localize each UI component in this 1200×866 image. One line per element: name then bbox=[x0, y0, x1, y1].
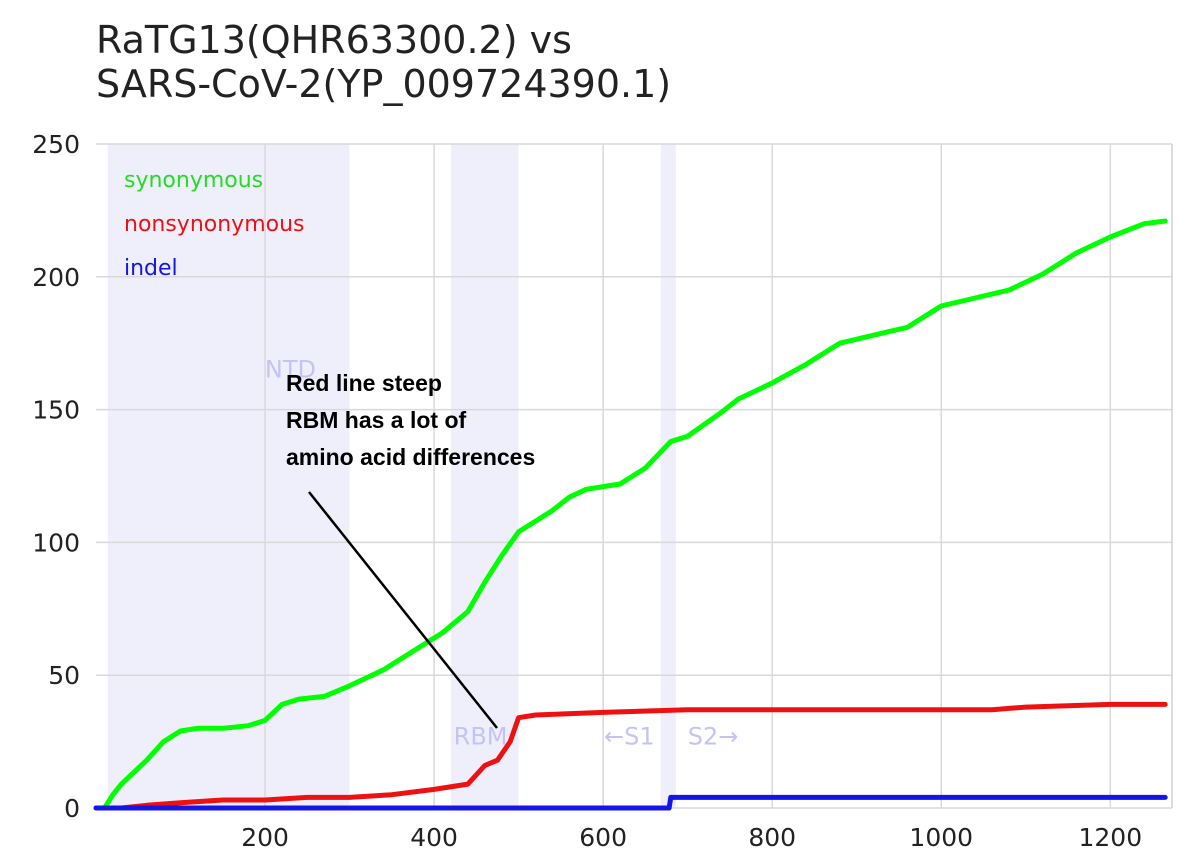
highlight-regions bbox=[107, 144, 676, 808]
tick-labels: 200 400 600 800 1000 1200 0 50 100 150 200 250 bbox=[32, 130, 1142, 852]
annotation-text-line: Red line steep bbox=[286, 370, 442, 396]
region-band-rbm bbox=[451, 144, 519, 808]
y-tick-label: 100 bbox=[32, 528, 80, 557]
region-label-ntd: NTD bbox=[265, 356, 316, 384]
annotation-text-line: amino acid differences bbox=[286, 444, 535, 470]
region-label-rbm: RBM bbox=[454, 722, 508, 750]
x-tick-label: 1200 bbox=[1078, 823, 1142, 852]
x-tick-label: 400 bbox=[410, 823, 458, 852]
region-label-s2: S2→ bbox=[688, 722, 739, 750]
x-tick-label: 1000 bbox=[909, 823, 973, 852]
series-line-synonymous bbox=[93, 218, 1168, 811]
y-tick-label: 50 bbox=[48, 661, 80, 690]
series-lines bbox=[93, 218, 1168, 811]
legend: synonymous nonsynonymous indel bbox=[124, 168, 305, 281]
series-line-nonsynonymous bbox=[93, 701, 1168, 811]
annotation-text-line: RBM has a lot of bbox=[286, 407, 467, 433]
chart-title-line-1: RaTG13(QHR63300.2) vs bbox=[96, 18, 572, 62]
x-tick-label: 600 bbox=[579, 823, 627, 852]
region-band-ntd bbox=[107, 144, 350, 808]
legend-entry-nonsynonymous: nonsynonymous bbox=[124, 212, 305, 237]
y-tick-label: 200 bbox=[32, 263, 80, 292]
y-tick-label: 250 bbox=[32, 130, 80, 159]
series-line-indel bbox=[93, 794, 1168, 811]
chart-title: RaTG13(QHR63300.2) vs SARS-CoV-2(YP_0097… bbox=[96, 18, 671, 106]
region-label-s1: ←S1 bbox=[604, 722, 655, 750]
legend-entry-indel: indel bbox=[124, 256, 178, 281]
annotation: Red line steep RBM has a lot of amino acid… bbox=[286, 370, 535, 729]
annotation-arrow-line bbox=[308, 491, 498, 729]
x-tick-label: 200 bbox=[241, 823, 289, 852]
region-labels: NTD RBM ←S1 S2→ bbox=[265, 356, 738, 751]
x-tick-label: 800 bbox=[748, 823, 796, 852]
y-tick-label: 0 bbox=[64, 794, 80, 823]
y-tick-label: 150 bbox=[32, 396, 80, 425]
chart-title-line-2: SARS-CoV-2(YP_009724390.1) bbox=[96, 62, 672, 106]
region-band-s2 bbox=[660, 144, 676, 808]
legend-entry-synonymous: synonymous bbox=[124, 168, 263, 193]
